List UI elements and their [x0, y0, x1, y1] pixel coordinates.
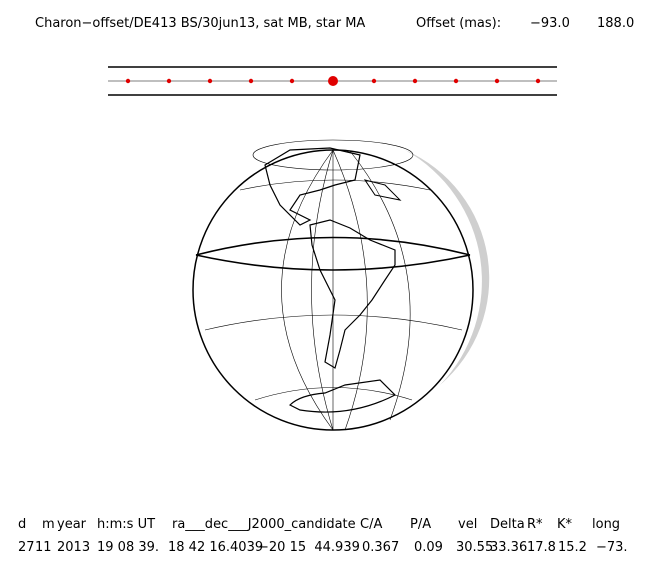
column-header: long	[592, 517, 620, 532]
offset-dot	[328, 76, 338, 86]
offset-dots	[125, 76, 541, 86]
cell: 2013	[57, 540, 90, 555]
column-header: P/A	[410, 517, 431, 532]
globe	[192, 139, 490, 431]
cell: 30.55	[456, 540, 493, 555]
offset-dot	[289, 78, 295, 84]
offset-dot	[412, 78, 418, 84]
column-header: R*	[527, 517, 543, 532]
column-header: year	[57, 517, 87, 532]
offset-dot	[371, 78, 377, 84]
cell: 11	[35, 540, 52, 555]
cell: 0.09	[414, 540, 443, 555]
title: Charon−offset/DE413 BS/30jun13, sat MB, …	[35, 16, 365, 31]
column-header: Delta	[490, 517, 525, 532]
offset-y: 188.0	[597, 16, 634, 31]
cell: −20 15 44.939	[258, 540, 360, 555]
offset-dot	[125, 78, 131, 84]
column-header: d	[18, 517, 26, 532]
cell: 17.8	[527, 540, 556, 555]
column-header: m	[42, 517, 55, 532]
cell: 18 42 16.4039	[168, 540, 263, 555]
cell: 33.36	[490, 540, 527, 555]
table-row: 27 11 2013 19 08 39. 18 42 16.4039 −20 1…	[18, 540, 628, 555]
cell: 15.2	[558, 540, 587, 555]
table-header: d m year h:m:s UT ra___dec___J2000_candi…	[18, 517, 620, 532]
offset-x: −93.0	[530, 16, 570, 31]
column-header: ra___dec___J2000_candidate	[172, 517, 356, 532]
offset-dot	[207, 78, 213, 84]
column-header: vel	[458, 517, 477, 532]
offset-dot	[248, 78, 254, 84]
column-header: h:m:s UT	[97, 517, 155, 532]
offset-dot	[166, 78, 172, 84]
column-header: C/A	[360, 517, 382, 532]
cell: −73.	[596, 540, 628, 555]
cell: 19 08 39.	[97, 540, 159, 555]
cell: 0.367	[362, 540, 399, 555]
offset-label: Offset (mas):	[416, 16, 501, 31]
offset-dot	[494, 78, 500, 84]
column-header: K*	[557, 517, 573, 532]
cell: 27	[18, 540, 35, 555]
offset-dot	[453, 78, 459, 84]
offset-dot	[535, 78, 541, 84]
